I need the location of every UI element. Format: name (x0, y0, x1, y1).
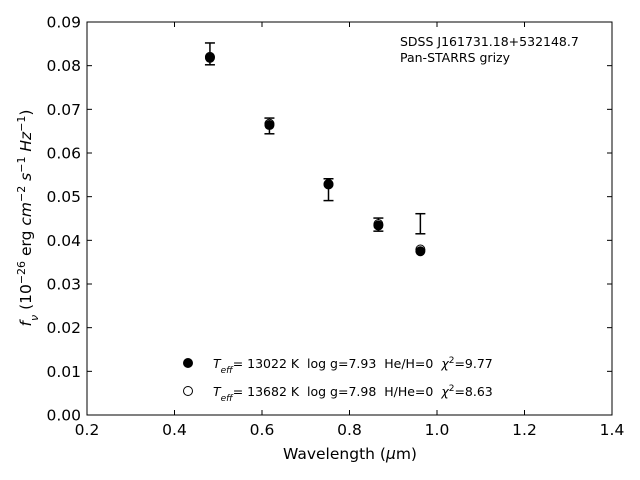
x-tick-label-5: 1.2 (512, 421, 537, 439)
legend-1-teff-sub: eff (221, 366, 235, 376)
errorbar-4 (415, 212, 426, 235)
annotation-survey: Pan-STARRS grizy (400, 50, 511, 65)
axis-ticks: 0.2 0.4 0.6 0.8 1.0 1.2 1.4 0.00 0.01 0.02 0.03 0.0… (46, 14, 624, 440)
legend-1-teff: T (213, 356, 222, 371)
x-tick-label-1: 0.4 (162, 421, 187, 439)
y-tick-label-7: 0.07 (46, 101, 81, 119)
y-tick-label-5: 0.05 (46, 188, 81, 206)
y-tick-label-2: 0.02 (46, 319, 81, 337)
y-tick-label-0: 0.00 (46, 407, 81, 425)
legend-2-chi: χ (440, 384, 449, 399)
legend-marker-open (183, 386, 193, 396)
y-tick-label-6: 0.06 (46, 145, 81, 163)
legend-2-chi-value: =8.63 (454, 384, 492, 399)
y-tick-label-9: 0.09 (46, 14, 81, 32)
x-axis-title: Wavelength (μm) (283, 445, 417, 463)
plot-frame (86, 21, 613, 416)
legend-2-chi-sup: 2 (449, 384, 455, 394)
svg-text:Teff= 13022 K log g=7.93 He/: Teff= 13022 K log g=7.93 He/H=0 χ2=9.77 (213, 356, 493, 376)
filled-model-point-1 (264, 120, 275, 131)
legend-entry-1: Teff= 13022 K log g=7.93 He/H=0 χ2=9.77 (183, 356, 493, 376)
legend-marker-filled (183, 358, 193, 368)
legend-2-teff-sub: eff (221, 394, 235, 404)
filled-model-point-2 (323, 179, 334, 190)
x-tick-label-0: 0.2 (75, 421, 100, 439)
y-tick-label-1: 0.01 (46, 363, 81, 381)
plot-data (204, 42, 426, 257)
legend-2-teff: T (213, 384, 222, 399)
annotation-object-name: SDSS J161731.18+532148.7 (400, 34, 579, 49)
legend-1-text: = 13022 K log g=7.93 He/H=0 (233, 356, 442, 371)
legend-2-text: = 13682 K log g=7.98 H/He=0 (233, 384, 442, 399)
legend: Teff= 13022 K log g=7.93 He/H=0 χ2=9.77 … (183, 356, 493, 404)
x-tick-label-4: 1.0 (425, 421, 450, 439)
y-tick-label-4: 0.04 (46, 232, 81, 250)
legend-entry-2: Teff= 13682 K log g=7.98 H/He=0 χ2=8.63 (183, 384, 493, 404)
x-tick-label-3: 0.8 (337, 421, 362, 439)
y-tick-label-8: 0.08 (46, 57, 81, 75)
filled-model-point-4 (415, 246, 426, 257)
x-tick-label-6: 1.4 (600, 421, 625, 439)
svg-text:Teff= 13682 K log g=7.98 H/H: Teff= 13682 K log g=7.98 H/He=0 χ2=8.63 (213, 384, 493, 404)
filled-model-point-3 (373, 220, 384, 231)
x-tick-label-2: 0.6 (250, 421, 275, 439)
legend-1-chi-sup: 2 (449, 356, 455, 366)
legend-1-chi-value: =9.77 (454, 356, 492, 371)
filled-model-point-0 (204, 52, 215, 63)
legend-1-chi: χ (440, 356, 449, 371)
y-tick-label-3: 0.03 (46, 276, 81, 294)
